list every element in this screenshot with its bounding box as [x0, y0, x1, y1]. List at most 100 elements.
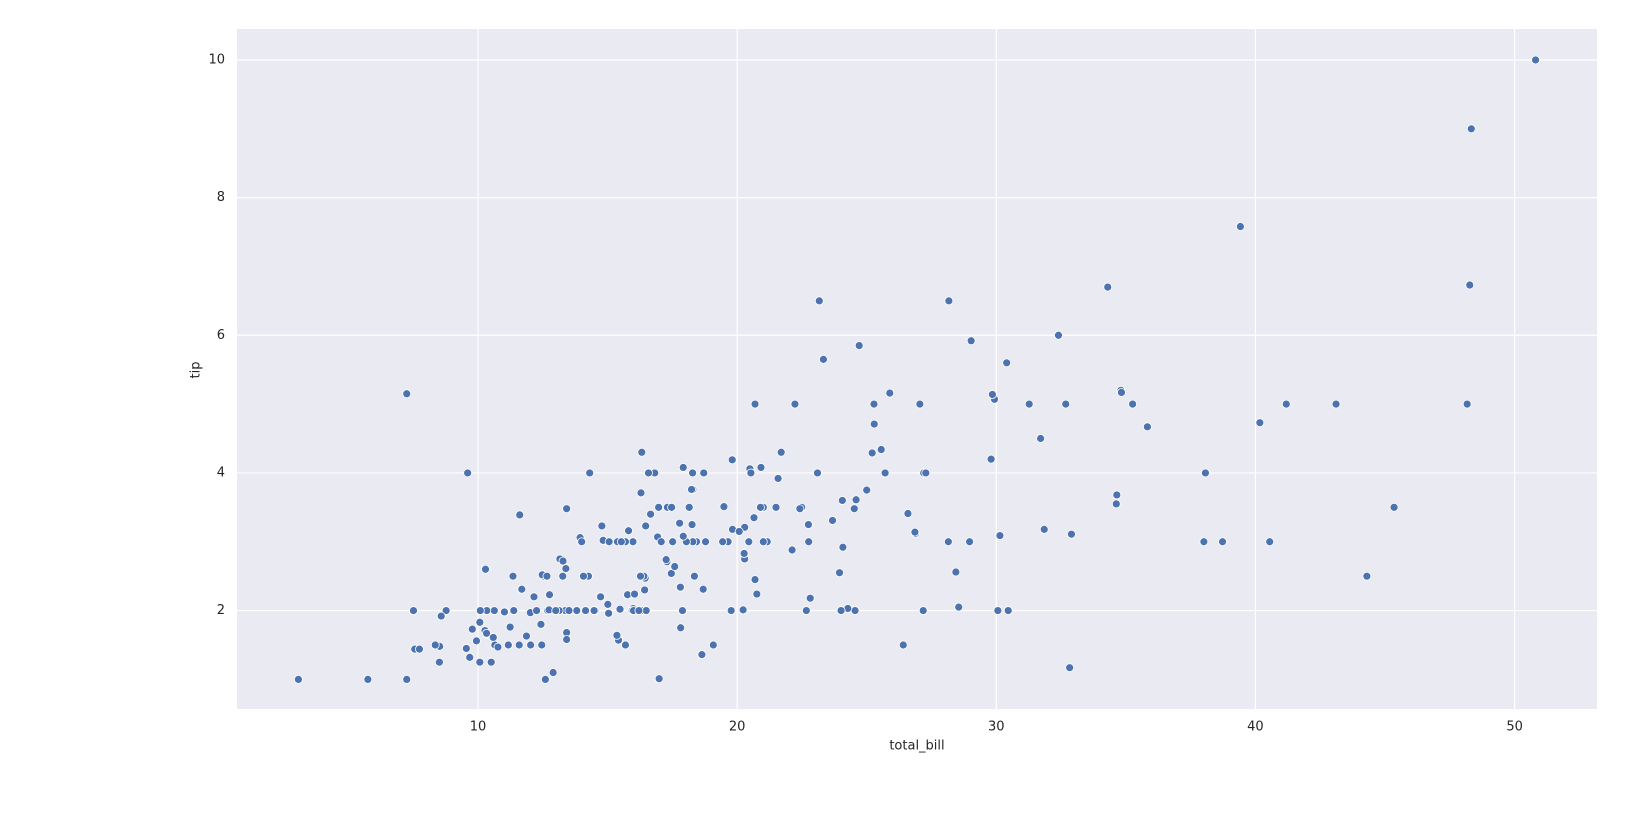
point	[966, 336, 976, 346]
point	[814, 296, 824, 306]
point	[676, 623, 686, 633]
point	[689, 571, 699, 581]
point	[688, 468, 697, 478]
point	[465, 652, 475, 662]
x-tick-label: 30	[988, 720, 1005, 735]
point	[708, 640, 718, 650]
point	[1218, 537, 1227, 547]
point	[503, 640, 513, 650]
point	[581, 606, 590, 615]
point	[463, 468, 473, 478]
point	[551, 606, 561, 615]
point	[624, 526, 633, 536]
point	[701, 537, 710, 547]
point	[869, 419, 879, 429]
point	[915, 399, 925, 409]
point	[944, 296, 954, 306]
point	[1112, 490, 1122, 500]
point	[684, 502, 694, 512]
point	[819, 354, 828, 364]
point	[1199, 537, 1209, 547]
point	[850, 606, 860, 615]
point	[744, 537, 754, 547]
point	[1462, 399, 1472, 409]
point	[558, 571, 568, 581]
point	[851, 495, 861, 505]
point	[481, 564, 490, 574]
point	[402, 389, 412, 399]
point	[749, 513, 759, 523]
point	[628, 537, 638, 547]
point	[687, 520, 697, 529]
point	[488, 633, 498, 642]
point	[604, 608, 614, 618]
x-tick-label: 10	[470, 720, 487, 735]
x-tick-label: 50	[1506, 720, 1523, 735]
point	[805, 593, 815, 603]
point	[756, 502, 765, 512]
point	[750, 575, 760, 585]
point	[475, 617, 485, 627]
point	[1128, 399, 1138, 409]
point	[540, 675, 550, 684]
point	[734, 527, 744, 536]
point	[409, 606, 418, 615]
point	[562, 635, 572, 644]
point	[415, 644, 424, 654]
point	[641, 606, 651, 615]
point	[505, 622, 515, 632]
point	[965, 537, 975, 547]
point	[885, 388, 895, 398]
point	[1531, 55, 1540, 65]
point	[363, 675, 373, 684]
point	[746, 468, 756, 478]
point	[529, 592, 539, 602]
point	[561, 564, 571, 573]
point	[1236, 222, 1245, 231]
point	[430, 640, 440, 650]
point	[943, 537, 953, 547]
point	[615, 604, 625, 614]
point	[558, 556, 568, 566]
point	[436, 611, 446, 621]
point	[675, 582, 685, 592]
point	[787, 545, 797, 555]
y-tick-label: 2	[217, 603, 225, 618]
point	[1466, 124, 1476, 134]
point	[668, 537, 678, 547]
point	[862, 485, 872, 495]
point	[486, 657, 496, 667]
point	[644, 468, 653, 478]
point	[951, 567, 961, 577]
point	[475, 657, 485, 667]
point	[1331, 399, 1341, 409]
point	[918, 606, 928, 615]
point	[661, 555, 671, 565]
point	[589, 606, 599, 615]
y-tick-label: 6	[217, 328, 225, 343]
point	[640, 585, 650, 595]
point	[1465, 280, 1475, 290]
point	[1054, 330, 1063, 340]
point	[514, 640, 524, 650]
point	[515, 510, 525, 520]
point	[1065, 663, 1075, 673]
point	[838, 542, 848, 552]
point	[482, 628, 491, 638]
point	[1117, 388, 1126, 397]
point	[542, 571, 552, 581]
point	[790, 399, 800, 409]
point	[654, 502, 664, 512]
point	[988, 390, 997, 399]
point	[1111, 499, 1121, 509]
point	[795, 504, 805, 514]
point	[678, 463, 688, 472]
point	[526, 640, 536, 650]
point	[636, 488, 646, 498]
point	[1362, 571, 1372, 581]
point	[616, 537, 626, 547]
point	[675, 518, 685, 528]
point	[1201, 468, 1210, 478]
point	[828, 516, 837, 525]
